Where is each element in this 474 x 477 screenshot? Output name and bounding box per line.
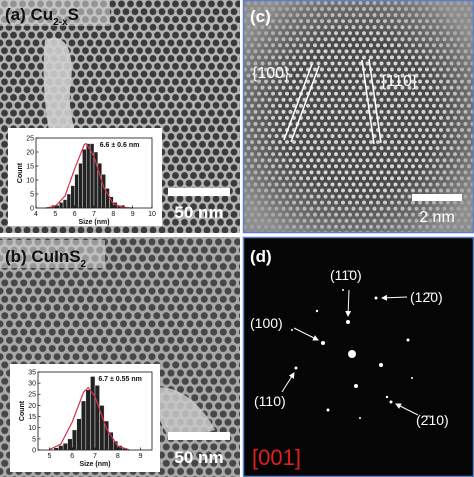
fit-curve xyxy=(49,386,130,451)
y-tick-label: 35 xyxy=(28,369,36,376)
x-tick-label: 7 xyxy=(92,211,96,218)
bar xyxy=(85,389,91,451)
panel-d: (d) (11̄0) (12̄0) (100) (110) (2̄10) [00… xyxy=(242,236,474,477)
x-tick-label: 9 xyxy=(139,453,143,460)
histogram: 0 5 10 15 20 25 30 35 5 6 7 8 9 Size (nm) Count 6.7 ± 0… xyxy=(19,369,153,468)
y-tick-label: 5 xyxy=(30,191,34,198)
x-tick-label: 9 xyxy=(131,211,135,218)
bar xyxy=(71,429,77,451)
arrow xyxy=(381,294,408,301)
bar xyxy=(86,143,91,209)
scale-bar xyxy=(168,432,230,440)
y-tick-label: 20 xyxy=(28,403,36,410)
arrow xyxy=(345,289,352,317)
y-tick-label: 5 xyxy=(32,436,36,443)
plane-label: {100} xyxy=(252,65,290,82)
bar xyxy=(66,193,72,209)
panel-label: (b) CuInS2 xyxy=(5,247,87,270)
x-tick-label: 10 xyxy=(148,211,156,218)
bar xyxy=(90,376,96,451)
arrow xyxy=(293,327,319,341)
bar xyxy=(78,162,83,209)
bar xyxy=(67,438,73,451)
x-axis-label: Size (nm) xyxy=(79,461,110,468)
x-tick-label: 6 xyxy=(73,211,77,218)
scale-bar xyxy=(412,194,462,201)
bar xyxy=(94,385,100,451)
scale-bar-label: 50 nm xyxy=(174,448,223,467)
bar xyxy=(81,400,87,451)
bar xyxy=(70,185,75,209)
diffraction-image xyxy=(243,237,474,477)
panel-label: (a) Cu2-xS xyxy=(5,5,79,28)
y-tick-label: 10 xyxy=(28,425,36,432)
histogram: 0 5 10 15 20 25 4 5 6 7 8 9 10 Size (nm) Count 6.6 ± 0.… xyxy=(17,135,156,226)
bar xyxy=(58,445,64,451)
bar xyxy=(59,202,64,209)
y-tick-label: 0 xyxy=(32,447,36,454)
plane-line xyxy=(290,65,320,143)
label-bg xyxy=(0,240,105,268)
spot-label: (2̄10) xyxy=(416,412,449,428)
panel-label: (c) xyxy=(250,7,271,26)
plane-line xyxy=(368,58,382,144)
y-tick-label: 25 xyxy=(28,392,36,399)
spot-label: (12̄0) xyxy=(410,289,443,305)
panel-b: (b) CuInS2 50 nm xyxy=(0,237,240,477)
bar xyxy=(62,443,68,451)
panel-c: (c) {100} {110} 2 nm xyxy=(242,0,474,234)
x-axis-label: Size (nm) xyxy=(78,219,109,226)
bar xyxy=(62,199,68,209)
plane-line xyxy=(361,59,375,145)
annotation: 6.7 ± 0.55 nm xyxy=(98,376,142,383)
y-axis-label: Count xyxy=(19,400,26,421)
x-tick-label: 5 xyxy=(53,211,57,218)
bar xyxy=(93,151,99,209)
fit-curve xyxy=(45,142,133,209)
y-tick-label: 20 xyxy=(26,149,34,156)
arrow xyxy=(281,372,295,393)
spot-label: (11̄0) xyxy=(330,267,362,283)
x-tick-label: 6 xyxy=(70,453,74,460)
x-tick-label: 8 xyxy=(111,211,115,218)
y-tick-label: 10 xyxy=(26,177,34,184)
bar xyxy=(74,174,79,209)
spot-label: (110) xyxy=(254,393,286,409)
panel-label: (d) xyxy=(250,247,272,266)
scale-bar-label: 2 nm xyxy=(419,209,455,226)
x-tick-label: 7 xyxy=(93,453,97,460)
empty-region xyxy=(150,387,215,440)
bar xyxy=(82,148,87,209)
y-axis-label: Count xyxy=(17,162,24,183)
scale-bar xyxy=(168,188,230,196)
y-tick-label: 30 xyxy=(28,381,36,388)
y-tick-label: 15 xyxy=(28,414,36,421)
y-tick-label: 15 xyxy=(26,163,34,170)
arrow xyxy=(395,403,419,416)
panel-a: (a) Cu2-xS 50 nm xyxy=(0,0,240,233)
spot-label: (100) xyxy=(250,315,283,331)
annotation: 6.6 ± 0.6 nm xyxy=(100,142,140,149)
plane-line xyxy=(283,63,313,141)
x-tick-label: 4 xyxy=(34,211,38,218)
bar xyxy=(76,418,82,451)
scale-bar-label: 50 nm xyxy=(174,203,223,222)
y-tick-label: 0 xyxy=(30,205,34,212)
bar xyxy=(101,174,106,209)
diffraction-spots xyxy=(291,289,413,419)
label-bg xyxy=(0,0,110,26)
zone-axis: [001] xyxy=(252,445,301,470)
plane-label: {110} xyxy=(381,73,418,90)
y-tick-label: 25 xyxy=(26,135,34,142)
x-tick-label: 8 xyxy=(116,453,120,460)
x-tick-label: 5 xyxy=(47,453,51,460)
